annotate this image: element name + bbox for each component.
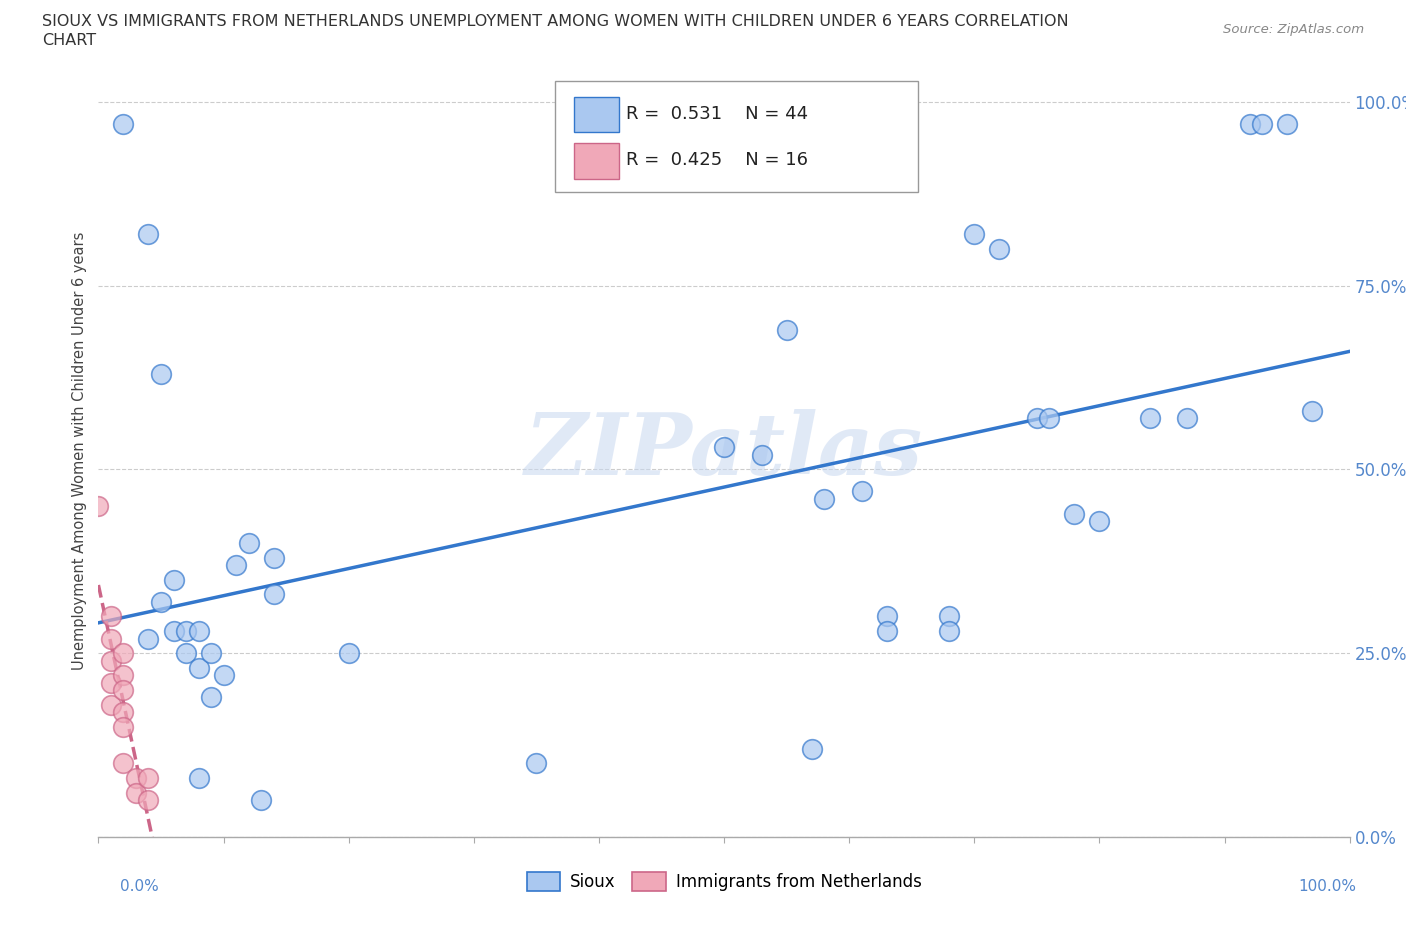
Point	[112, 668, 135, 683]
Point	[876, 609, 898, 624]
Point	[1301, 404, 1323, 418]
Point	[100, 653, 122, 668]
Point	[87, 498, 110, 513]
Point	[174, 645, 197, 660]
Point	[187, 660, 209, 675]
Point	[125, 786, 148, 801]
Point	[1277, 116, 1299, 131]
Point	[112, 116, 135, 131]
Point	[162, 572, 184, 587]
Point	[250, 792, 273, 807]
FancyBboxPatch shape	[574, 97, 619, 132]
Point	[1088, 513, 1111, 528]
Point	[138, 227, 160, 242]
Point	[800, 741, 823, 756]
Point	[876, 624, 898, 639]
Text: CHART: CHART	[42, 33, 96, 47]
Point	[263, 551, 285, 565]
Point	[1175, 410, 1198, 425]
Text: 100.0%: 100.0%	[1299, 879, 1357, 894]
Text: ZIPatlas: ZIPatlas	[524, 409, 924, 493]
Point	[1139, 410, 1161, 425]
Point	[174, 624, 197, 639]
Point	[138, 771, 160, 786]
Point	[263, 587, 285, 602]
FancyBboxPatch shape	[555, 81, 918, 193]
Point	[212, 668, 235, 683]
Point	[1026, 410, 1049, 425]
Point	[162, 624, 184, 639]
Point	[200, 645, 222, 660]
Point	[1038, 410, 1060, 425]
Point	[751, 447, 773, 462]
Point	[100, 609, 122, 624]
Point	[200, 690, 222, 705]
Point	[100, 631, 122, 646]
Point	[112, 719, 135, 734]
FancyBboxPatch shape	[574, 143, 619, 179]
Point	[776, 323, 799, 338]
Point	[100, 698, 122, 712]
Point	[150, 594, 173, 609]
Point	[125, 771, 148, 786]
Point	[112, 705, 135, 720]
Point	[1251, 116, 1274, 131]
Y-axis label: Unemployment Among Women with Children Under 6 years: Unemployment Among Women with Children U…	[72, 232, 87, 671]
Text: 0.0%: 0.0%	[120, 879, 159, 894]
Point	[813, 491, 835, 506]
Text: SIOUX VS IMMIGRANTS FROM NETHERLANDS UNEMPLOYMENT AMONG WOMEN WITH CHILDREN UNDE: SIOUX VS IMMIGRANTS FROM NETHERLANDS UNE…	[42, 14, 1069, 29]
Point	[138, 792, 160, 807]
Legend: Sioux, Immigrants from Netherlands: Sioux, Immigrants from Netherlands	[520, 866, 928, 898]
Point	[112, 683, 135, 698]
Point	[100, 675, 122, 690]
Point	[138, 631, 160, 646]
Point	[150, 366, 173, 381]
Point	[187, 771, 209, 786]
Point	[851, 484, 873, 498]
Point	[938, 609, 960, 624]
Point	[938, 624, 960, 639]
Point	[1239, 116, 1261, 131]
Point	[988, 242, 1011, 257]
Text: R =  0.531    N = 44: R = 0.531 N = 44	[627, 105, 808, 123]
Text: R =  0.425    N = 16: R = 0.425 N = 16	[627, 151, 808, 169]
Point	[112, 756, 135, 771]
Point	[713, 440, 735, 455]
Point	[238, 536, 260, 551]
Point	[1063, 506, 1085, 521]
Point	[524, 756, 547, 771]
Text: Source: ZipAtlas.com: Source: ZipAtlas.com	[1223, 23, 1364, 36]
Point	[225, 558, 247, 573]
Point	[337, 645, 360, 660]
Point	[963, 227, 986, 242]
Point	[187, 624, 209, 639]
Point	[112, 645, 135, 660]
